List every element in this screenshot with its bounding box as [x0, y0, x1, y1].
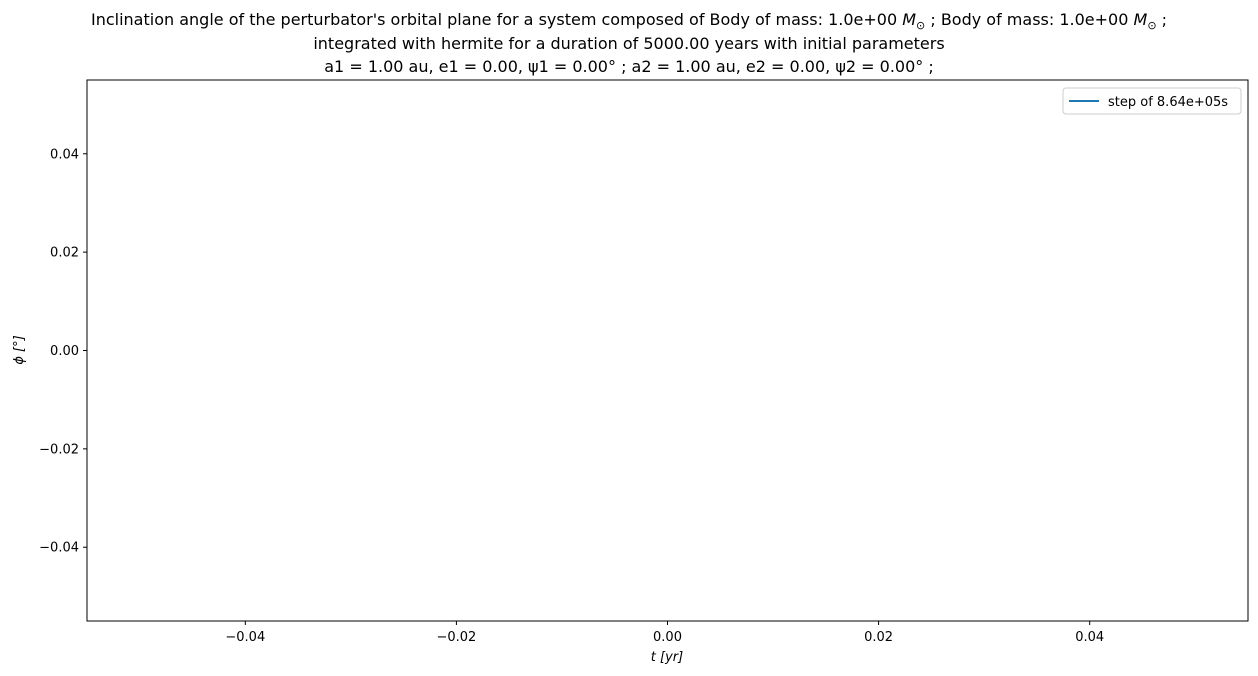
legend-box: [1062, 87, 1242, 115]
title-line-1-mid: ; Body of mass: 1.0e+00: [930, 10, 1129, 29]
plot-area: [86, 79, 1249, 622]
title-line-1-end: ;: [1161, 10, 1168, 29]
chart-title-line-1: Inclination angle of the perturbator's o…: [0, 10, 1258, 36]
chart-title-line-3: a1 = 1.00 au, e1 = 0.00, ψ1 = 0.00° ; a2…: [324, 57, 934, 76]
y-tick-label: −0.04: [39, 541, 79, 556]
x-tick-label: 0.02: [864, 630, 893, 645]
y-axis-label: ϕ [°]: [12, 335, 27, 364]
title-unit-sub-1: ⊙: [916, 19, 926, 33]
y-axis-ticks: 0.04 0.02 0.00 −0.02 −0.04: [39, 147, 87, 556]
y-tick-label: −0.02: [39, 442, 79, 457]
x-tick-label: 0.04: [1075, 630, 1104, 645]
legend: step of 8.64e+05s: [1062, 87, 1242, 115]
title-unit-2: M: [1133, 10, 1148, 29]
x-axis-label: t [yr]: [651, 650, 683, 665]
y-tick-label: 0.02: [50, 246, 79, 261]
x-tick-label: −0.04: [225, 630, 265, 645]
title-line-1-prefix: Inclination angle of the perturbator's o…: [90, 10, 898, 29]
y-tick-label: 0.04: [50, 147, 79, 162]
y-tick-label: 0.00: [50, 344, 79, 359]
x-axis-ticks: −0.04 −0.02 0.00 0.02 0.04: [225, 621, 1104, 645]
title-unit-sub-2: ⊙: [1147, 19, 1157, 33]
x-tick-label: −0.02: [436, 630, 476, 645]
x-tick-label: 0.00: [653, 630, 682, 645]
legend-entry-label: step of 8.64e+05s: [1108, 95, 1228, 110]
chart-title-line-2: integrated with hermite for a duration o…: [313, 34, 945, 53]
title-unit-1: M: [902, 10, 917, 29]
